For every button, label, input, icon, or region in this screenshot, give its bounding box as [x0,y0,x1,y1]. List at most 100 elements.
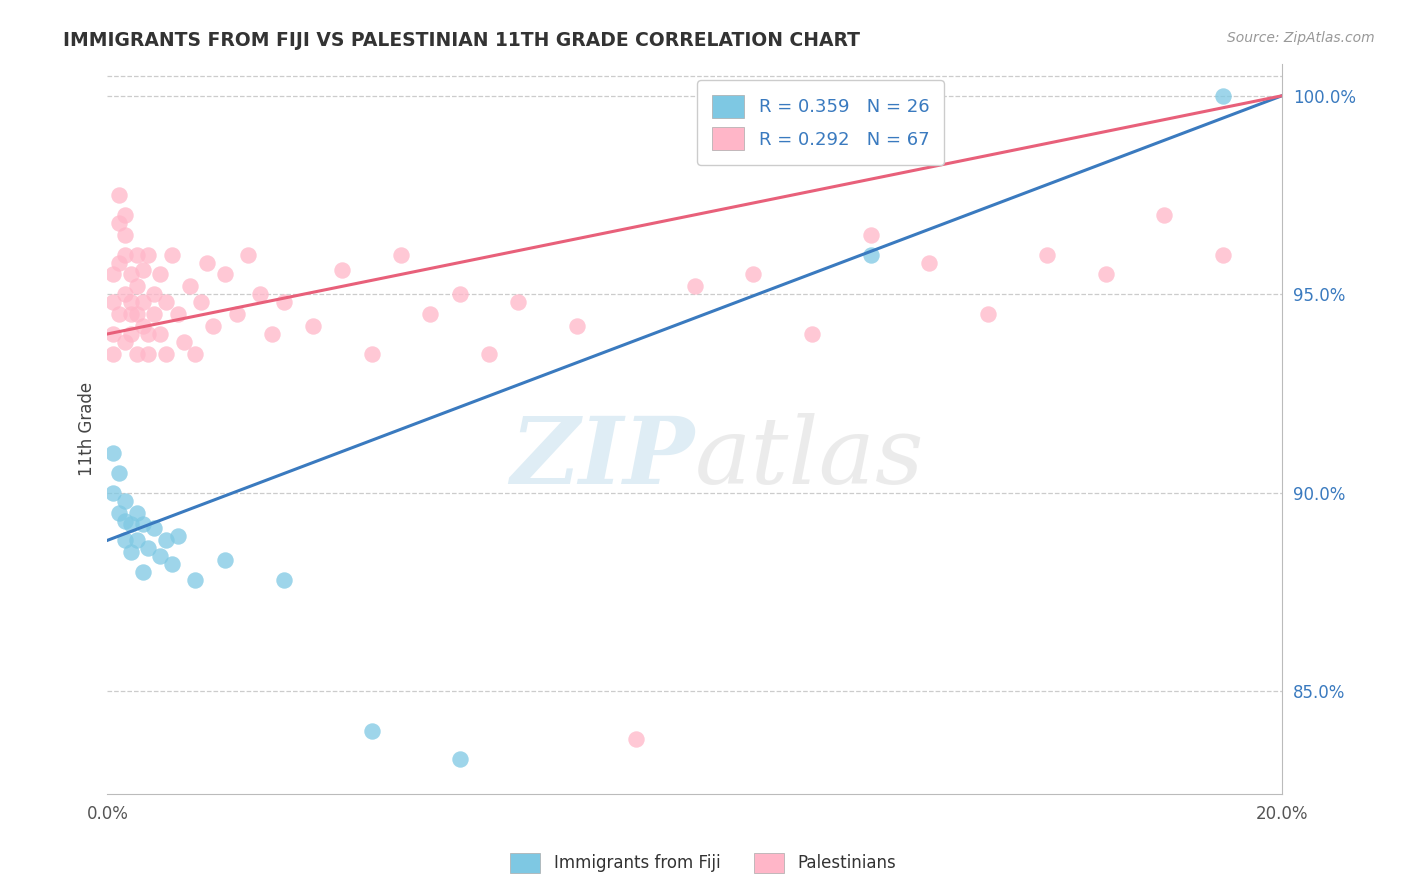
Point [131,295,153,310]
Point [1153,208,1175,222]
Point [1212,88,1234,103]
Point [143,287,166,301]
Point [179,279,201,293]
Point [114,208,136,222]
Point [173,334,195,349]
Point [449,752,471,766]
Point [120,326,142,341]
Point [360,347,382,361]
Point [1212,247,1234,261]
Point [184,573,207,587]
Point [977,307,1000,321]
Point [125,307,148,321]
Point [131,263,153,277]
Point [214,553,236,567]
Point [149,268,172,282]
Point [143,307,166,321]
Point [801,326,824,341]
Point [449,287,471,301]
Point [131,565,153,579]
Point [131,517,153,532]
Text: IMMIGRANTS FROM FIJI VS PALESTINIAN 11TH GRADE CORRELATION CHART: IMMIGRANTS FROM FIJI VS PALESTINIAN 11TH… [63,31,860,50]
Point [114,287,136,301]
Point [742,268,765,282]
Point [360,723,382,738]
Point [683,279,706,293]
Text: ZIP: ZIP [510,413,695,503]
Point [249,287,271,301]
Point [273,573,295,587]
Point [184,347,207,361]
Point [108,307,131,321]
Point [103,446,125,460]
Point [565,318,588,333]
Point [260,326,283,341]
Text: atlas: atlas [695,413,924,503]
Point [202,318,225,333]
Point [225,307,247,321]
Point [114,334,136,349]
Point [1094,268,1116,282]
Point [114,493,136,508]
Point [103,268,125,282]
Point [125,533,148,548]
Point [103,295,125,310]
Point [160,557,183,571]
Point [138,541,160,556]
Point [160,247,183,261]
Point [214,268,236,282]
Point [508,295,530,310]
Point [138,247,160,261]
Point [624,731,647,746]
Point [108,255,131,269]
Point [155,295,177,310]
Point [103,326,125,341]
Point [138,347,160,361]
Point [131,318,153,333]
Point [149,549,172,564]
Point [138,326,160,341]
Point [120,307,142,321]
Legend: Immigrants from Fiji, Palestinians: Immigrants from Fiji, Palestinians [503,847,903,880]
Point [125,247,148,261]
Point [108,188,131,202]
Point [114,247,136,261]
Point [330,263,353,277]
Point [859,247,882,261]
Point [190,295,212,310]
Point [120,268,142,282]
Point [120,545,142,559]
Point [125,506,148,520]
Y-axis label: 11th Grade: 11th Grade [79,382,96,476]
Point [918,255,941,269]
Text: Source: ZipAtlas.com: Source: ZipAtlas.com [1227,31,1375,45]
Point [166,529,188,543]
Point [125,279,148,293]
Point [238,247,260,261]
Point [120,295,142,310]
Point [125,347,148,361]
Point [302,318,325,333]
Point [108,506,131,520]
Point [108,466,131,480]
Legend: R = 0.359   N = 26, R = 0.292   N = 67: R = 0.359 N = 26, R = 0.292 N = 67 [697,80,943,165]
Point [103,347,125,361]
Point [143,521,166,535]
Point [155,533,177,548]
Point [114,227,136,242]
Point [859,227,882,242]
Point [114,514,136,528]
Point [114,533,136,548]
Point [108,216,131,230]
Point [273,295,295,310]
Point [120,517,142,532]
Point [1036,247,1059,261]
Point [149,326,172,341]
Point [478,347,501,361]
Point [389,247,412,261]
Point [195,255,218,269]
Point [103,485,125,500]
Point [155,347,177,361]
Point [166,307,188,321]
Point [419,307,441,321]
